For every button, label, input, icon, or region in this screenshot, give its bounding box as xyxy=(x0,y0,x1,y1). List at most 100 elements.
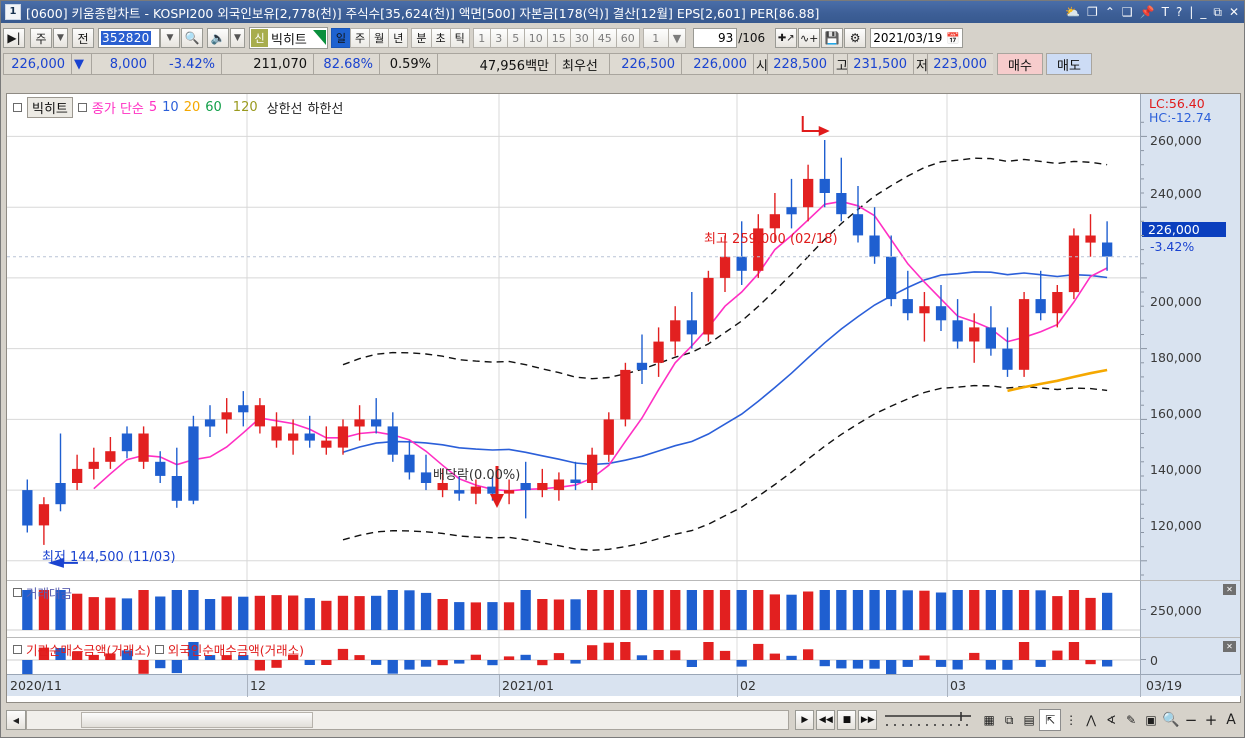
pin-icon[interactable]: 📌 xyxy=(1139,5,1155,19)
volume-toggle-icon[interactable] xyxy=(13,588,22,597)
close-button[interactable]: ✕ xyxy=(1228,5,1239,19)
legend-ma-5[interactable]: 5 xyxy=(148,100,158,115)
minute-5[interactable]: 5 xyxy=(506,28,525,48)
legend-toggle-icon[interactable] xyxy=(13,103,22,112)
quote-ask: 226,500 xyxy=(621,56,675,72)
speaker-icon[interactable]: 🔈 xyxy=(207,28,229,48)
cursor-select-icon[interactable]: ⇱ xyxy=(1039,709,1062,731)
chart-area-icon[interactable]: ▤ xyxy=(1023,713,1035,727)
close-panel-icon[interactable]: ✕ xyxy=(1223,584,1236,595)
bar-count-value: 93 xyxy=(717,31,734,45)
minute-30[interactable]: 30 xyxy=(569,28,594,48)
pin-top-icon[interactable]: ⌃ xyxy=(1104,5,1115,19)
stock-badge: 신 xyxy=(251,29,268,47)
restore-window-icon[interactable]: ❑ xyxy=(1121,5,1133,19)
tab-second[interactable]: 초 xyxy=(430,28,451,48)
code-dropdown[interactable]: ▼ xyxy=(160,28,180,48)
minus-icon[interactable]: − xyxy=(1184,711,1198,729)
rewind-button[interactable]: ◀◀ xyxy=(816,710,836,730)
copy-icon[interactable]: ⧉ xyxy=(1004,712,1014,727)
prev-button[interactable]: 전 xyxy=(72,28,94,48)
legend-lower-band[interactable]: 하한선 xyxy=(307,102,344,117)
legend-ma-10[interactable]: 10 xyxy=(162,100,179,115)
volume-axis[interactable]: ✕ 250,000 xyxy=(1140,580,1240,637)
plus-icon[interactable]: + xyxy=(1204,711,1218,729)
minute-10[interactable]: 10 xyxy=(523,28,548,48)
minimize-button[interactable]: _ xyxy=(1200,5,1207,19)
volume-legend: 거래대금 xyxy=(13,583,72,602)
close-panel-icon-2[interactable]: ✕ xyxy=(1223,641,1236,652)
speaker-dropdown[interactable]: ▼ xyxy=(230,28,245,48)
scroll-left-button[interactable]: ◀ xyxy=(6,710,26,730)
legend-upper-band[interactable]: 상한선 xyxy=(266,102,303,117)
legend-ma-toggle-icon[interactable] xyxy=(77,103,87,112)
institution-toggle-icon[interactable] xyxy=(13,645,22,654)
bottom-bar: ◀ ▶ ◀◀ ■ ▶▶ ▦ ⧉ ▤ ⇱ ⋮ ⋀ ∢ ✎ ▣ � xyxy=(6,707,1241,733)
stock-name-arrow-icon[interactable] xyxy=(312,29,327,47)
save-icon[interactable]: 💾 xyxy=(821,28,844,48)
price-axis[interactable]: LC:56.40 HC:-12.74 260,000 240,000 226,0… xyxy=(1140,94,1240,674)
tab-day[interactable]: 일 xyxy=(330,28,352,48)
axis-tick-140000: 140,000 xyxy=(1150,462,1202,477)
copy-window-icon[interactable]: ❐ xyxy=(1087,5,1098,19)
search-icon[interactable]: 🔍 xyxy=(181,28,203,48)
minute-extra[interactable]: 1 xyxy=(642,28,669,48)
calendar-icon[interactable]: 📅 xyxy=(946,31,961,45)
help-icon[interactable]: ? xyxy=(1175,5,1183,19)
period-dropdown[interactable]: ▼ xyxy=(53,28,68,48)
crosshair-icon[interactable]: ✚↗ xyxy=(775,28,798,48)
tab-minute[interactable]: 분 xyxy=(411,28,432,48)
code-input[interactable]: 352820 xyxy=(98,28,160,48)
intraday-group: 분 초 틱 xyxy=(411,28,470,48)
buy-button[interactable]: 매수 xyxy=(997,53,1043,75)
minute-1[interactable]: 1 xyxy=(472,28,491,48)
restore-button[interactable]: ⧉ xyxy=(1213,4,1222,19)
add-indicator-icon[interactable]: ∿+ xyxy=(798,28,821,48)
zoom-icon[interactable]: 🔍 xyxy=(1162,712,1180,728)
price-plot[interactable]: 빅히트 종가 단순 5 10 20 60 120 상한선 하한선 최고 259,… xyxy=(7,94,1140,674)
quote-volume: 211,070 xyxy=(253,56,307,72)
image-icon[interactable]: ▣ xyxy=(1145,713,1157,727)
grid-icon[interactable]: ▦ xyxy=(983,713,995,727)
tab-month[interactable]: 월 xyxy=(369,28,390,48)
time-axis[interactable]: 2020/11 12 2021/01 02 03 03/19 xyxy=(7,674,1241,697)
time-label-3: 02 xyxy=(740,678,756,693)
period-button[interactable]: 주 xyxy=(30,28,52,48)
minute-60[interactable]: 60 xyxy=(615,28,640,48)
legend-ma-60[interactable]: 60 xyxy=(205,100,222,115)
sell-button[interactable]: 매도 xyxy=(1046,53,1092,75)
net-purchase-panel[interactable]: 기관순매수금액(거래소) 외국인순매수금액(거래소) xyxy=(7,637,1140,678)
divider: | xyxy=(1189,5,1194,19)
bar-count-input[interactable]: 93 xyxy=(693,28,738,48)
title-bar: 1 [0600] 키움종합차트 - KOSPI200 외국인보유[2,778(천… xyxy=(1,1,1244,23)
settings-gear-icon[interactable]: ⚙ xyxy=(844,28,867,48)
zigzag-icon[interactable]: ⋀ xyxy=(1086,713,1097,727)
play-button[interactable]: ▶ xyxy=(795,710,815,730)
foreign-toggle-icon[interactable] xyxy=(154,645,164,654)
trendline-icon[interactable]: ⋮ xyxy=(1065,713,1078,727)
net-purchase-axis[interactable]: ✕ 0 xyxy=(1140,637,1240,674)
minute-45[interactable]: 45 xyxy=(592,28,617,48)
date-input[interactable]: 2021/03/19 📅 xyxy=(870,28,964,48)
legend-ma-120[interactable]: 120 xyxy=(232,100,258,115)
axis-tick-200000: 200,000 xyxy=(1150,294,1202,309)
person-icon[interactable]: ⛅ xyxy=(1065,5,1081,19)
expand-panel-button[interactable]: ▶| xyxy=(3,28,25,48)
stock-name-box[interactable]: 신 빅히트 xyxy=(249,27,328,49)
tab-tick[interactable]: 틱 xyxy=(449,28,470,48)
tab-year[interactable]: 년 xyxy=(388,28,409,48)
text-icon[interactable]: T xyxy=(1161,5,1169,19)
text-size-icon[interactable]: A xyxy=(1226,712,1236,728)
tab-week[interactable]: 주 xyxy=(350,28,371,48)
legend-ma-20[interactable]: 20 xyxy=(183,100,201,115)
slider-icon[interactable] xyxy=(883,710,975,730)
horizontal-scrollbar[interactable] xyxy=(25,710,790,730)
forward-button[interactable]: ▶▶ xyxy=(858,710,878,730)
minute-extra-dropdown[interactable]: ▼ xyxy=(667,28,687,48)
draw-icon[interactable]: ✎ xyxy=(1126,713,1137,727)
minute-3[interactable]: 3 xyxy=(489,28,508,48)
minute-15[interactable]: 15 xyxy=(546,28,571,48)
fib-icon[interactable]: ∢ xyxy=(1106,713,1117,727)
volume-panel[interactable]: 거래대금 xyxy=(7,580,1140,638)
stop-button[interactable]: ■ xyxy=(837,710,857,730)
